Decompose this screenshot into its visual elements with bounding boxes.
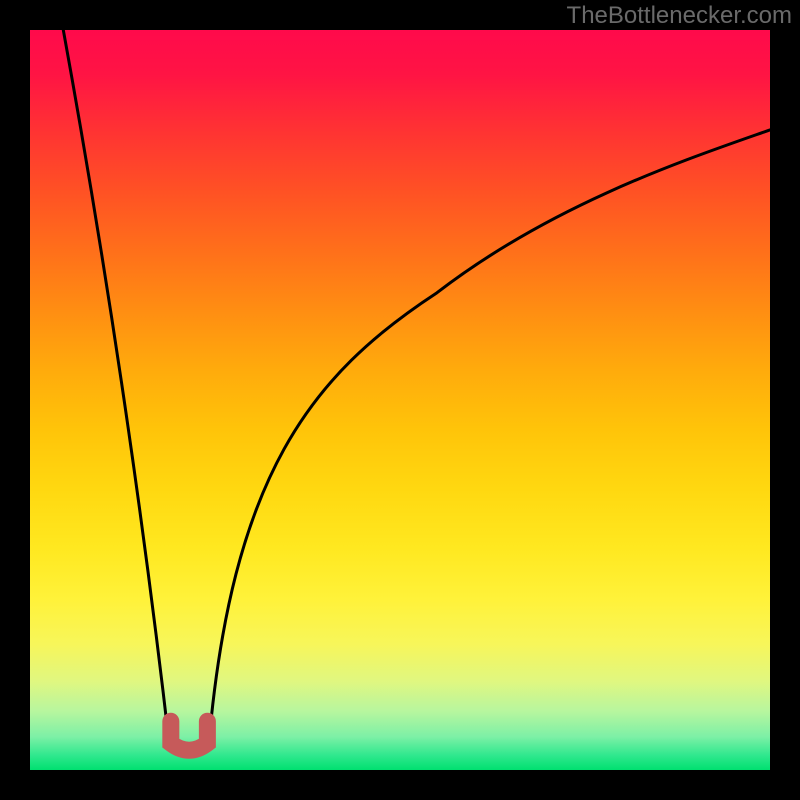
plot-area <box>30 30 770 770</box>
bottleneck-curve <box>30 30 770 770</box>
notch-marker <box>171 721 208 750</box>
watermark-text: TheBottlenecker.com <box>567 2 792 30</box>
chart-stage: TheBottlenecker.com <box>0 0 800 800</box>
